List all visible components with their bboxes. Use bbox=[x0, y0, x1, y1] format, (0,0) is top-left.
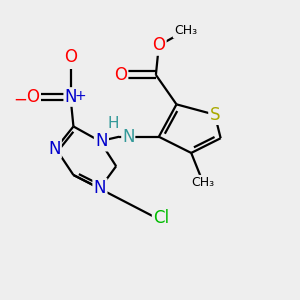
Text: CH₃: CH₃ bbox=[191, 176, 214, 189]
Text: +: + bbox=[75, 88, 87, 103]
Text: S: S bbox=[209, 106, 220, 124]
Text: O: O bbox=[64, 48, 77, 66]
Text: N: N bbox=[48, 140, 61, 158]
Text: N: N bbox=[122, 128, 134, 146]
Text: CH₃: CH₃ bbox=[174, 24, 197, 37]
Text: H: H bbox=[107, 116, 119, 131]
Text: Cl: Cl bbox=[153, 209, 169, 227]
Text: N: N bbox=[94, 179, 106, 197]
Text: O: O bbox=[27, 88, 40, 106]
Text: O: O bbox=[114, 66, 127, 84]
Text: N: N bbox=[64, 88, 77, 106]
Text: O: O bbox=[152, 37, 165, 55]
Text: N: N bbox=[95, 132, 108, 150]
Text: −: − bbox=[13, 90, 27, 108]
